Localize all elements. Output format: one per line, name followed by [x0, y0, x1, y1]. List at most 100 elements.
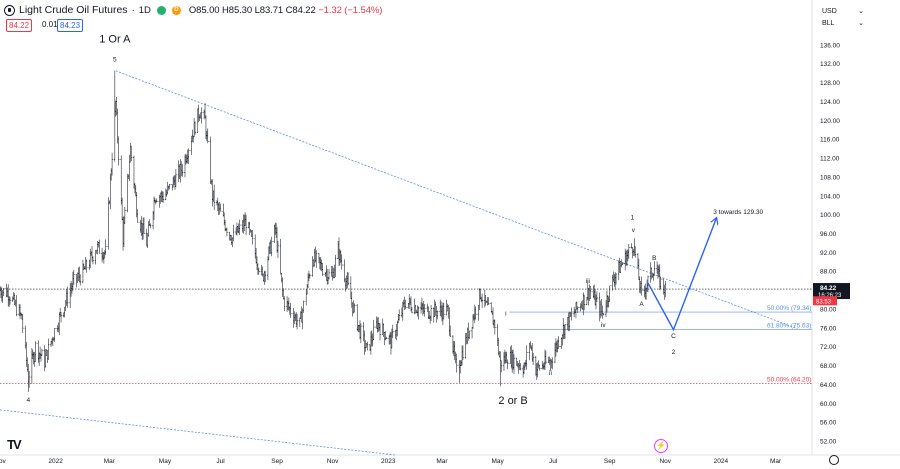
ohlc-bar: [168, 183, 171, 190]
high-value: H85.30: [222, 4, 253, 16]
ohlc-bar: [28, 371, 31, 388]
wave-label: 2 or B: [498, 395, 527, 407]
ohlc-bar: [321, 262, 324, 276]
ohlc-bar: [40, 348, 43, 356]
low-value: L83.71: [254, 4, 284, 16]
wave-label: v: [632, 227, 636, 234]
chevron-down-icon: ⌄: [858, 8, 864, 15]
lightning-icon[interactable]: ⚡: [654, 439, 668, 453]
ohlc-bar: [340, 254, 343, 270]
x-tick-label: May: [491, 458, 504, 465]
y-tick-label: 96.00: [820, 231, 837, 238]
symbol-name[interactable]: Light Crude Oil Futures: [19, 4, 128, 16]
projection-path: [647, 218, 716, 332]
y-tick-label: 128.00: [820, 80, 840, 87]
ohlc-bar: [366, 341, 369, 351]
ohlc-bar: [91, 256, 94, 265]
y-tick-label: 68.00: [820, 363, 837, 370]
unit-selector[interactable]: BLL ⌄: [822, 18, 864, 30]
y-tick-label: 64.00: [820, 382, 837, 389]
ohlc-bar: [481, 293, 484, 308]
y-tick-label: 100.00: [820, 212, 840, 219]
ohlc-bar: [570, 307, 573, 321]
buy-price-button[interactable]: 84.23: [57, 19, 84, 32]
y-tick-label: 80.00: [820, 306, 837, 313]
y-tick-label: 120.00: [820, 118, 840, 125]
ohlc-bar: [257, 267, 260, 275]
ohlc-bar: [225, 227, 228, 237]
ohlc-bar: [9, 296, 12, 305]
ohlc-bar: [248, 221, 251, 235]
fib-level-label: 50.00% (79.34): [767, 305, 811, 312]
settings-gear-icon[interactable]: [829, 455, 839, 465]
last-price-label: 84.22: [820, 285, 837, 292]
y-tick-label: 56.00: [820, 420, 837, 427]
ohlc-bar: [187, 148, 190, 165]
ohlc-bar: [519, 362, 522, 371]
ohlc-bar: [308, 273, 311, 279]
y-tick-label: 136.00: [820, 42, 840, 49]
ohlc-bar: [436, 310, 439, 320]
y-tick-label: 112.00: [820, 156, 840, 163]
ohlc-bar: [461, 345, 464, 360]
ohlc-bar: [664, 280, 667, 298]
currency-selector[interactable]: USD ⌄: [822, 6, 864, 18]
ohlc-bar: [327, 269, 330, 280]
ohlc-bar: [347, 272, 350, 286]
ohlc-bar: [506, 359, 509, 370]
ohlc-bar: [251, 229, 254, 245]
ohlc-bar: [117, 136, 120, 166]
ohlc-bar: [66, 286, 69, 308]
ohlc-bar: [398, 309, 401, 321]
ohlc-bar: [653, 261, 656, 276]
ohlc-bar: [334, 254, 337, 278]
ohlc-bar: [194, 121, 197, 135]
y-tick-label: 60.00: [820, 401, 837, 408]
ohlc-bar: [238, 219, 241, 236]
tradingview-logo-icon[interactable]: TV: [7, 437, 22, 452]
ohlc-bar: [627, 244, 630, 259]
x-tick-label: Jul: [549, 458, 558, 465]
ohlc-bar: [302, 300, 305, 313]
x-tick-label: 2024: [714, 458, 729, 465]
open-value: O85.00: [188, 4, 220, 16]
ohlc-bar: [468, 330, 471, 339]
spread-value: 0.01: [42, 20, 58, 29]
y-tick-label: 76.00: [820, 325, 837, 332]
ohlc-bar: [576, 306, 579, 314]
ohlc-bar: [219, 203, 222, 212]
y-tick-label: 72.00: [820, 344, 837, 351]
ohlc-bar: [126, 173, 129, 213]
ohlc-bar: [379, 323, 382, 341]
ohlc-bar: [634, 246, 637, 258]
ohlc-bar: [474, 306, 477, 320]
ohlc-bar: [602, 312, 605, 316]
wave-label: 3 towards 129.30: [713, 209, 763, 216]
y-tick-label: 116.00: [820, 137, 840, 144]
ohlc-bar: [391, 324, 394, 338]
ohlc-bar: [81, 259, 84, 284]
ohlc-bar: [493, 319, 496, 335]
previous-close-tag: [813, 296, 837, 306]
ohlc-bar: [155, 198, 158, 203]
interval-label[interactable]: 1D: [138, 4, 151, 16]
y-tick-label: 88.00: [820, 269, 837, 276]
ohlc-bar: [417, 306, 420, 320]
ohlc-bar: [621, 262, 624, 266]
wave-label: 1: [631, 214, 635, 221]
y-tick-label: 104.00: [820, 193, 840, 200]
ohlc-bar: [264, 271, 267, 283]
ohlc-bar: [423, 304, 426, 317]
wave-label: B: [652, 255, 656, 262]
ohlc-bar: [2, 288, 5, 296]
ohlc-bar: [72, 269, 75, 285]
ohlc-bar: [15, 295, 18, 317]
ohlc-bar: [104, 239, 107, 255]
wave-label: 2: [672, 349, 676, 356]
fib-level-label: 50.00% (64.20): [767, 376, 811, 383]
wave-label: ii: [549, 370, 552, 377]
ohlc-bar: [404, 299, 407, 310]
ohlc-bar: [512, 354, 515, 374]
sell-price-button[interactable]: 84.22: [6, 19, 33, 32]
